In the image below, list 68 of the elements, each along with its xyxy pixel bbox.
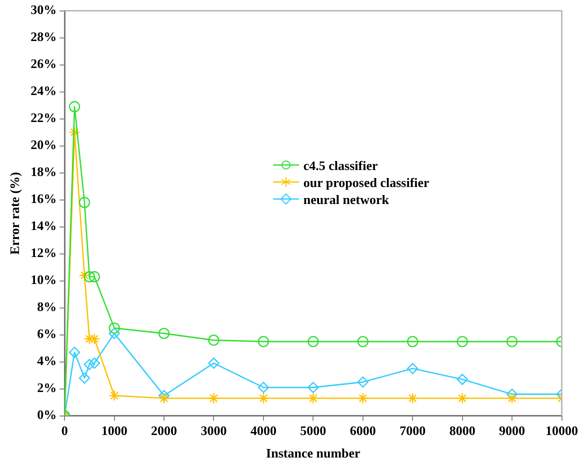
y-tick-label: 20%	[30, 137, 57, 152]
y-tick-label: 12%	[30, 245, 57, 260]
point	[308, 382, 319, 394]
point	[158, 328, 170, 340]
point	[357, 336, 368, 348]
point	[506, 392, 518, 404]
y-tick-label: 0%	[37, 407, 57, 422]
point	[68, 346, 80, 358]
point	[88, 271, 100, 282]
x-tick-label: 0	[61, 422, 68, 438]
point	[208, 392, 220, 404]
point	[506, 336, 518, 348]
x-tick-label: 4000	[250, 422, 276, 438]
point	[407, 336, 418, 348]
point	[258, 392, 270, 404]
point	[68, 101, 80, 112]
y-tick-label: 10%	[30, 272, 57, 288]
point	[108, 390, 120, 402]
y-tick-label: 22%	[30, 110, 57, 126]
point	[78, 372, 90, 384]
point	[108, 322, 120, 334]
y-tick-label: 18%	[30, 164, 57, 180]
point	[88, 358, 100, 369]
point	[78, 196, 90, 208]
y-tick-label: 4%	[37, 353, 57, 368]
legend-label: neural network	[303, 190, 389, 208]
y-tick-label: 16%	[30, 191, 57, 206]
point	[407, 392, 418, 404]
y-tick-label: 28%	[30, 29, 57, 44]
x-tick-label: 6000	[350, 422, 376, 438]
point	[357, 392, 368, 404]
point	[208, 334, 220, 346]
y-tick-label: 30%	[30, 2, 57, 18]
y-tick-label: 8%	[37, 299, 57, 314]
point	[456, 336, 468, 348]
x-tick-label: 2000	[151, 422, 178, 438]
x-tick-label: 10000	[546, 422, 578, 438]
point	[68, 126, 80, 138]
y-tick-label: 24%	[30, 83, 57, 98]
x-tick-label: 7000	[400, 422, 426, 438]
legend-label: c4.5 classifier	[303, 156, 378, 174]
legend-label: our proposed classifier	[303, 174, 430, 191]
point	[407, 362, 418, 374]
point	[456, 392, 468, 404]
y-tick-label: 6%	[37, 326, 57, 342]
x-tick-label: 3000	[200, 422, 227, 438]
point	[456, 374, 468, 385]
x-tick-label: 8000	[449, 422, 476, 438]
point	[78, 270, 90, 281]
point	[108, 328, 120, 340]
point	[84, 271, 96, 282]
x-tick-label: 1000	[101, 422, 128, 438]
point	[357, 376, 368, 388]
point	[308, 392, 319, 404]
y-axis-title: Error rate (%)	[7, 172, 22, 255]
y-tick-label: 14%	[30, 218, 57, 234]
point	[84, 358, 96, 370]
y-tick-label: 26%	[30, 56, 57, 72]
x-tick-label: 9000	[499, 422, 526, 438]
x-tick-label: 5000	[300, 422, 326, 438]
point	[158, 392, 170, 404]
point	[308, 336, 319, 348]
point	[158, 390, 170, 402]
point	[208, 358, 220, 369]
y-tick-label: 2%	[37, 380, 57, 396]
point	[258, 382, 270, 394]
point	[258, 336, 270, 348]
x-axis-title: Instance number	[266, 446, 361, 461]
